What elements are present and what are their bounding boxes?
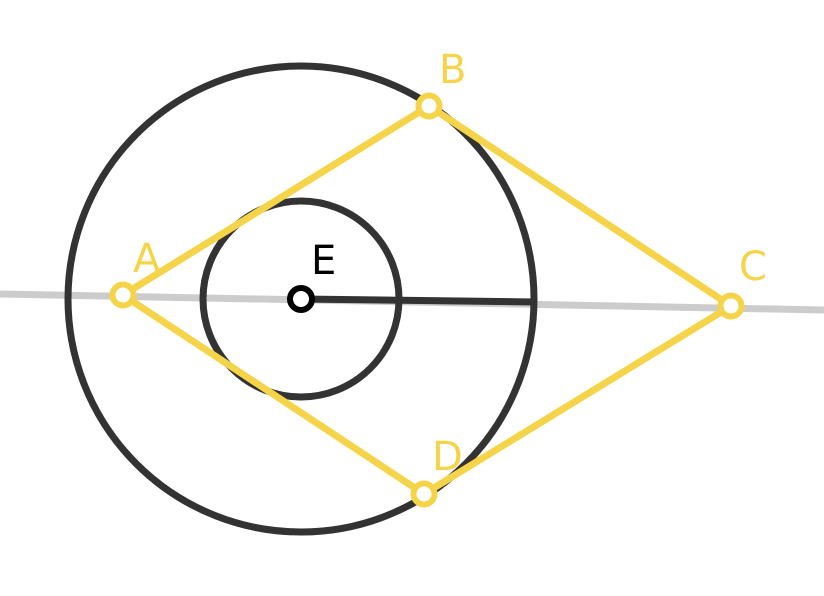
point-e-label: E — [311, 238, 336, 284]
point-d-marker[interactable] — [410, 480, 438, 508]
point-a-marker[interactable] — [109, 281, 137, 309]
radius-segment — [300, 295, 535, 306]
point-c-label: C — [739, 244, 767, 290]
point-a-label: A — [133, 236, 161, 282]
point-d-label: D — [432, 434, 463, 480]
point-b-label: B — [439, 47, 466, 93]
point-e-marker[interactable] — [287, 285, 315, 313]
point-c-marker[interactable] — [717, 292, 745, 320]
point-b-marker[interactable] — [415, 92, 443, 120]
